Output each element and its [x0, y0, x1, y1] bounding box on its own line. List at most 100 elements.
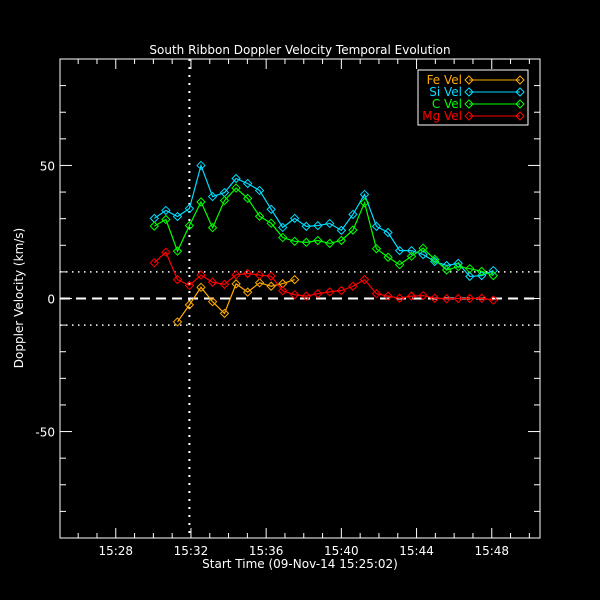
- si-vel-point: [348, 209, 358, 220]
- c-vel-point: [325, 238, 335, 249]
- c-vel-point: [219, 195, 230, 206]
- x-tick-label: 15:28: [98, 544, 133, 558]
- si-vel-point: [383, 227, 393, 238]
- c-vel-line: [154, 187, 494, 277]
- c-vel-point: [477, 266, 487, 277]
- c-vel-point: [161, 214, 171, 225]
- c-vel-point: [184, 220, 195, 231]
- fe-vel-series: [172, 274, 300, 327]
- fe-vel-point: [196, 282, 206, 293]
- si-vel-point: [371, 221, 382, 232]
- si-vel-point: [184, 203, 195, 214]
- fe-vel-point: [289, 274, 300, 285]
- c-vel-point: [336, 235, 347, 246]
- c-vel-point: [278, 232, 288, 243]
- si-vel-point: [325, 218, 335, 229]
- c-vel-point: [172, 246, 183, 256]
- y-tick-label: -50: [35, 426, 55, 440]
- c-vel-point: [488, 270, 499, 281]
- mg-vel-point: [231, 270, 241, 280]
- c-vel-point: [453, 261, 463, 272]
- si-vel-point: [242, 178, 253, 189]
- mg-vel-point: [418, 290, 428, 301]
- mg-vel-point: [477, 293, 487, 303]
- mg-vel-series: [149, 247, 499, 305]
- c-vel-point: [254, 211, 265, 221]
- c-vel-point: [359, 197, 370, 208]
- legend-marker: [464, 99, 474, 109]
- mg-vel-point: [441, 294, 452, 304]
- mg-vel-point: [219, 279, 230, 290]
- fe-vel-point: [254, 278, 265, 288]
- si-vel-point: [336, 225, 347, 236]
- c-vel-point: [242, 193, 253, 204]
- si-vel-point: [301, 221, 311, 232]
- mg-vel-point: [430, 293, 440, 303]
- si-vel-point: [406, 245, 417, 256]
- mg-vel-point: [254, 270, 265, 280]
- mg-vel-point: [161, 247, 171, 257]
- legend-marker: [515, 87, 525, 97]
- si-vel-point: [465, 271, 475, 282]
- si-vel-point: [394, 245, 405, 256]
- c-vel-point: [313, 235, 323, 246]
- si-vel-point: [418, 249, 428, 260]
- mg-vel-point: [289, 290, 300, 300]
- mg-vel-point: [465, 293, 475, 304]
- fe-vel-point: [184, 300, 195, 310]
- c-vel-point: [231, 183, 241, 193]
- mg-vel-point: [242, 268, 253, 279]
- fe-vel-line: [177, 279, 295, 323]
- si-vel-point: [254, 185, 265, 196]
- si-vel-point: [207, 191, 218, 202]
- si-vel-point: [477, 270, 487, 281]
- c-vel-point: [207, 223, 218, 233]
- x-tick-label: 15:40: [324, 544, 359, 558]
- legend-marker: [515, 111, 525, 121]
- legend-marker: [464, 111, 474, 121]
- si-vel-point: [266, 204, 276, 215]
- c-vel-point: [394, 259, 405, 270]
- mg-vel-point: [488, 295, 499, 305]
- mg-vel-point: [336, 285, 347, 296]
- c-vel-point: [430, 254, 440, 265]
- si-vel-point: [289, 213, 300, 224]
- si-vel-point: [172, 211, 183, 222]
- si-vel-point: [278, 222, 288, 233]
- mg-vel-point: [394, 293, 405, 303]
- mg-vel-point: [149, 258, 160, 268]
- mg-vel-point: [196, 270, 206, 280]
- mg-vel-point: [359, 274, 370, 285]
- si-vel-point: [488, 265, 499, 276]
- c-vel-point: [371, 244, 382, 254]
- c-vel-series: [149, 183, 499, 281]
- fe-vel-point: [266, 281, 276, 291]
- legend-marker: [515, 99, 525, 109]
- si-vel-point: [196, 160, 206, 171]
- c-vel-point: [149, 221, 160, 231]
- legend-label: Fe Vel: [427, 73, 462, 87]
- c-vel-point: [196, 197, 206, 207]
- c-vel-point: [406, 251, 417, 261]
- c-vel-point: [301, 237, 311, 248]
- mg-vel-line: [153, 251, 494, 301]
- mg-vel-point: [184, 280, 195, 291]
- x-tick-label: 15:32: [174, 544, 209, 558]
- x-axis-label: Start Time (09-Nov-14 15:25:02): [202, 557, 398, 571]
- mg-vel-point: [207, 277, 218, 287]
- si-vel-point: [313, 220, 323, 231]
- c-vel-point: [441, 265, 452, 275]
- c-vel-point: [418, 243, 428, 253]
- fe-vel-point: [278, 278, 288, 289]
- mg-vel-point: [313, 289, 323, 299]
- mg-vel-point: [371, 289, 382, 299]
- c-vel-point: [465, 263, 475, 274]
- fe-vel-point: [207, 296, 218, 307]
- legend-marker: [464, 75, 474, 85]
- mg-vel-point: [172, 274, 183, 285]
- series-group: [149, 160, 499, 327]
- si-vel-point: [453, 258, 463, 269]
- legend-marker: [464, 87, 474, 97]
- mg-vel-point: [348, 281, 358, 291]
